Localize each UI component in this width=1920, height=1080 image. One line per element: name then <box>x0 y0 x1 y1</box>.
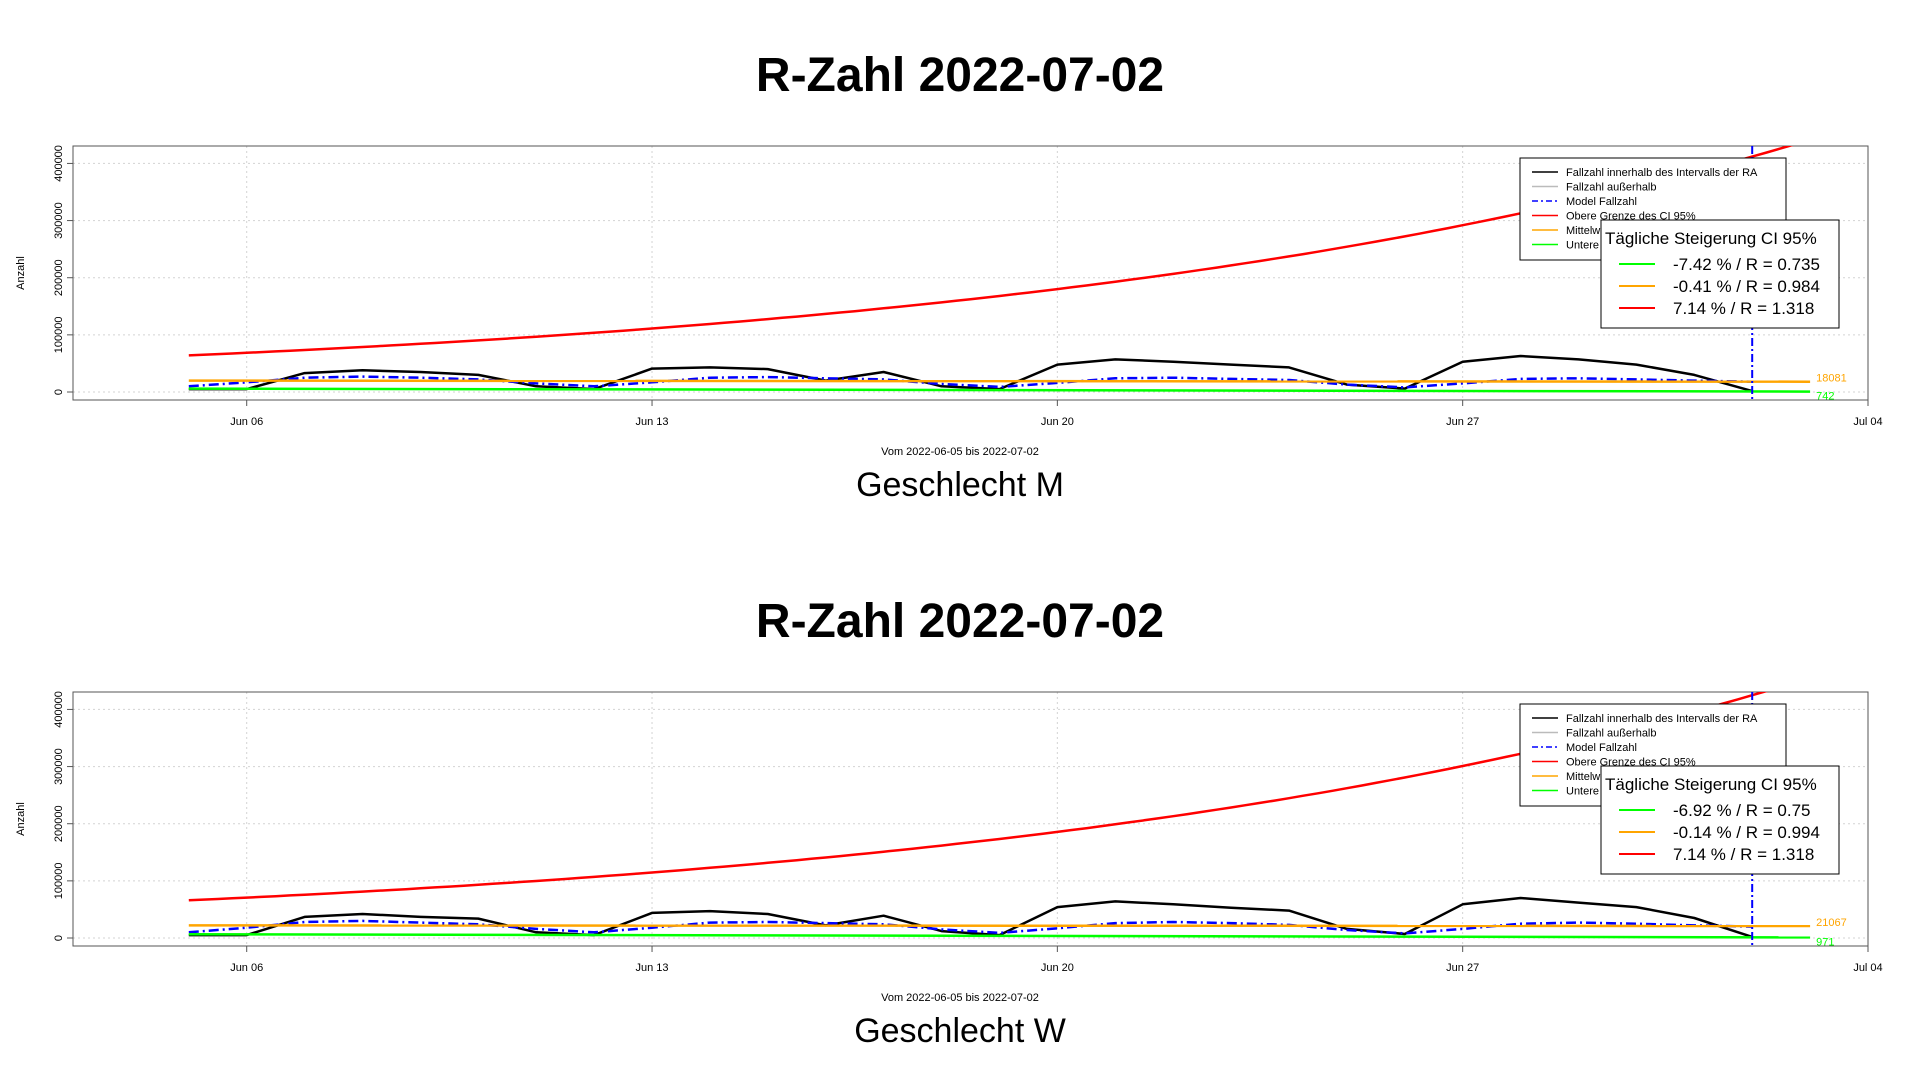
x-axis-label: Vom 2022-06-05 bis 2022-07-02 <box>881 446 1039 458</box>
ci-row-text: -7.42 % / R = 0.735 <box>1673 255 1820 274</box>
ci-row-text: -0.14 % / R = 0.994 <box>1673 823 1820 842</box>
ci-box-title: Tägliche Steigerung CI 95% <box>1605 775 1817 794</box>
chart-subtitle: Geschlecht W <box>854 1012 1066 1050</box>
legend-label: Untere <box>1566 240 1599 252</box>
ci-row-text: 7.14 % / R = 1.318 <box>1673 299 1814 318</box>
chart-subtitle: Geschlecht M <box>856 466 1064 504</box>
series-line-mittelwert <box>188 379 1811 383</box>
x-tick-label: Jul 04 <box>1853 416 1882 428</box>
x-tick-label: Jun 13 <box>636 416 669 428</box>
y-tick-label: 0 <box>53 935 65 941</box>
ci-row-text: -0.41 % / R = 0.984 <box>1673 277 1820 296</box>
y-axis-title: Anzahl <box>15 256 27 290</box>
legend-label: Fallzahl außerhalb <box>1566 728 1657 740</box>
series-line-model-fallzahl <box>188 919 1753 935</box>
x-tick-label: Jun 27 <box>1446 962 1479 974</box>
y-tick-label: 200000 <box>53 805 65 842</box>
x-tick-label: Jun 06 <box>230 962 263 974</box>
ci-box <box>1600 219 1840 329</box>
y-axis-title: Anzahl <box>15 802 27 836</box>
legend-label: Untere <box>1566 786 1599 798</box>
plot-frame <box>72 691 1869 947</box>
plot-frame <box>72 145 1869 401</box>
series-line-fallzahl-innerhalb-des-intervalls-der-ra <box>188 354 1753 393</box>
y-tick-label: 400000 <box>53 691 65 728</box>
y-tick-label: 0 <box>53 389 65 395</box>
x-tick-label: Jun 20 <box>1041 416 1074 428</box>
x-axis-label: Vom 2022-06-05 bis 2022-07-02 <box>881 992 1039 1004</box>
ci-box-title: Tägliche Steigerung CI 95% <box>1605 229 1817 248</box>
right-value-label: 21067 <box>1816 917 1847 929</box>
right-value-label: 18081 <box>1816 373 1847 385</box>
ci-box <box>1600 765 1840 875</box>
legend-label: Fallzahl außerhalb <box>1566 182 1657 194</box>
right-value-label: 742 <box>1816 391 1834 403</box>
y-tick-label: 300000 <box>53 202 65 239</box>
series-line-untere <box>188 933 1811 939</box>
x-tick-label: Jun 27 <box>1446 416 1479 428</box>
y-tick-label: 100000 <box>53 316 65 353</box>
right-value-label: 971 <box>1816 936 1834 948</box>
y-tick-label: 100000 <box>53 862 65 899</box>
x-tick-label: Jun 06 <box>230 416 263 428</box>
legend-label: Fallzahl innerhalb des Intervalls der RA <box>1566 167 1758 179</box>
series-line-fallzahl-innerhalb-des-intervalls-der-ra <box>188 896 1753 939</box>
x-tick-label: Jun 13 <box>636 962 669 974</box>
y-tick-label: 300000 <box>53 748 65 785</box>
x-tick-label: Jun 20 <box>1041 962 1074 974</box>
ci-row-text: 7.14 % / R = 1.318 <box>1673 845 1814 864</box>
series-line-mittelwert <box>188 924 1811 928</box>
series-line-untere <box>188 387 1811 393</box>
chart-title: R-Zahl 2022-07-02 <box>755 49 1165 102</box>
y-tick-label: 200000 <box>53 259 65 296</box>
x-tick-label: Jul 04 <box>1853 962 1882 974</box>
legend-label: Model Fallzahl <box>1566 742 1637 754</box>
legend-label: Model Fallzahl <box>1566 196 1637 208</box>
ci-row-text: -6.92 % / R = 0.75 <box>1673 801 1811 820</box>
chart-title: R-Zahl 2022-07-02 <box>755 595 1165 648</box>
plot-area <box>188 692 1811 939</box>
legend-label: Fallzahl innerhalb des Intervalls der RA <box>1566 713 1758 725</box>
y-tick-label: 400000 <box>53 145 65 182</box>
